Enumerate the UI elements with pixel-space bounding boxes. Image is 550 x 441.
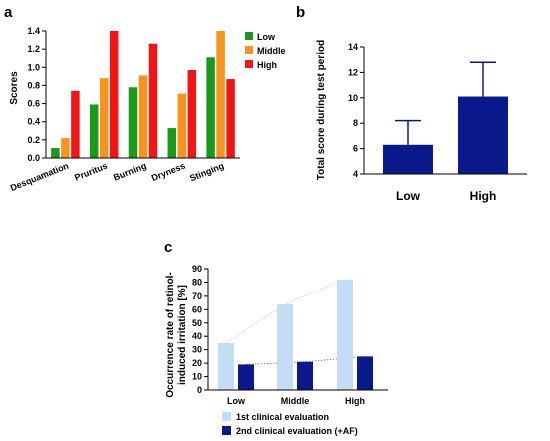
panel-c-y-tick-label: 60	[192, 304, 202, 314]
panel-a: a Scores 0.0 0.2 0.4 0.6 0.8 1.0 1.2 1.4 Desqua…	[4, 4, 286, 193]
panel-a-bar-middle	[99, 78, 109, 158]
panel-c-bar-series-2	[238, 364, 254, 390]
panel-b-y-tick-label: 6	[353, 144, 358, 154]
panel-b-y-tick-label: 14	[348, 42, 358, 52]
panel-a-legend-swatch-middle	[245, 46, 253, 54]
panel-b-y-tick-label: 10	[348, 93, 358, 103]
panel-c-bar-series-1	[277, 303, 293, 390]
panel-a-bar-high	[187, 70, 197, 158]
panel-c-legend-label: 1st clinical evaluation	[236, 412, 329, 422]
panel-a-bar-high	[148, 43, 158, 159]
panel-a-bar-middle	[177, 93, 187, 158]
panel-c-y-tick-label: 20	[192, 358, 202, 368]
panel-a-category-label: Stinging	[188, 161, 225, 184]
panel-a-category-label: Dryness	[150, 161, 187, 184]
panel-c-y-tick-label: 50	[192, 318, 202, 328]
panel-b-y-tick-label: 12	[348, 67, 358, 77]
panel-c-y-axis-label-line2: induced irritation [%]	[177, 285, 188, 385]
panel-c-y-tick-label: 30	[192, 345, 202, 355]
panel-a-y-tick-label: 1.4	[27, 26, 40, 36]
panel-a-bar-low	[206, 57, 215, 158]
panel-c-letter: c	[164, 239, 172, 256]
panel-a-bar-high	[226, 79, 235, 158]
panel-c-bar-series-2	[297, 361, 313, 390]
panel-a-letter: a	[4, 4, 13, 21]
panel-a-y-tick-label: 0.8	[27, 80, 40, 90]
panel-c-category-label: High	[345, 396, 365, 406]
panel-a-y-tick-label: 0.6	[27, 99, 40, 109]
panel-b: b Total score during test period 4 6 8 10 12…	[296, 4, 527, 203]
panel-c-y-axis-label-line1: Occurrence rate of retinol-	[165, 272, 176, 398]
panel-a-category-label: Desquamation	[9, 161, 70, 194]
panel-c-y-tick-label: 90	[192, 264, 202, 274]
panel-c-y-tick-label: 80	[192, 277, 202, 287]
panel-a-bar-low	[51, 148, 60, 158]
panel-a-legend-swatch-high	[245, 60, 253, 68]
panel-a-legend-label: High	[257, 60, 277, 70]
panel-c-legend-swatch-1	[222, 412, 231, 421]
panel-a-y-tick-label: 0.0	[27, 153, 40, 163]
panel-b-category-label: High	[470, 189, 497, 203]
panel-a-bar-low	[167, 128, 177, 158]
panel-a-y-tick-label: 0.4	[27, 117, 40, 127]
panel-a-y-axis-label: Scores	[9, 71, 20, 105]
panel-c-y-tick-label: 0	[197, 385, 202, 395]
panel-c-y-tick-label: 10	[192, 372, 202, 382]
panel-a-bar-middle	[216, 31, 225, 158]
panel-a-legend-swatch-low	[245, 32, 253, 40]
panel-a-bar-middle	[61, 138, 70, 158]
panel-b-y-axis-label: Total score during test period	[316, 40, 327, 180]
panel-c: c Occurrence rate of retinol- induced ir…	[164, 239, 388, 436]
panel-b-bar	[458, 96, 508, 174]
panel-a-legend-label: Middle	[257, 46, 286, 56]
panel-b-y-tick-label: 8	[353, 118, 358, 128]
panel-a-bar-high	[71, 90, 80, 158]
panel-a-bar-middle	[138, 75, 148, 158]
panel-a-y-tick-label: 1.0	[27, 62, 40, 72]
panel-a-bar-low	[128, 87, 138, 158]
panel-c-bar-series-1	[337, 279, 353, 390]
panel-a-y-tick-label: 0.2	[27, 135, 40, 145]
panel-c-category-label: Middle	[281, 396, 310, 406]
panel-a-bar-low	[89, 104, 99, 158]
panel-c-legend-label: 2nd clinical evaluation (+AF)	[236, 426, 358, 436]
panel-c-bar-series-1	[218, 342, 234, 390]
panel-c-legend-swatch-2	[222, 426, 231, 435]
panel-a-category-label: Pruritus	[73, 161, 109, 183]
panel-b-bar	[383, 144, 433, 174]
panel-b-category-label: Low	[396, 189, 421, 203]
panel-a-legend-label: Low	[257, 32, 276, 42]
panel-c-y-tick-label: 70	[192, 291, 202, 301]
panel-c-bar-series-2	[357, 356, 373, 390]
panel-a-category-label: Burning	[112, 161, 148, 183]
panel-a-bar-high	[109, 31, 119, 158]
panel-a-y-tick-label: 1.2	[27, 44, 40, 54]
panel-c-category-label: Low	[227, 396, 246, 406]
panel-c-y-tick-label: 40	[192, 331, 202, 341]
panel-b-y-tick-label: 4	[353, 169, 358, 179]
panel-b-letter: b	[296, 4, 305, 21]
